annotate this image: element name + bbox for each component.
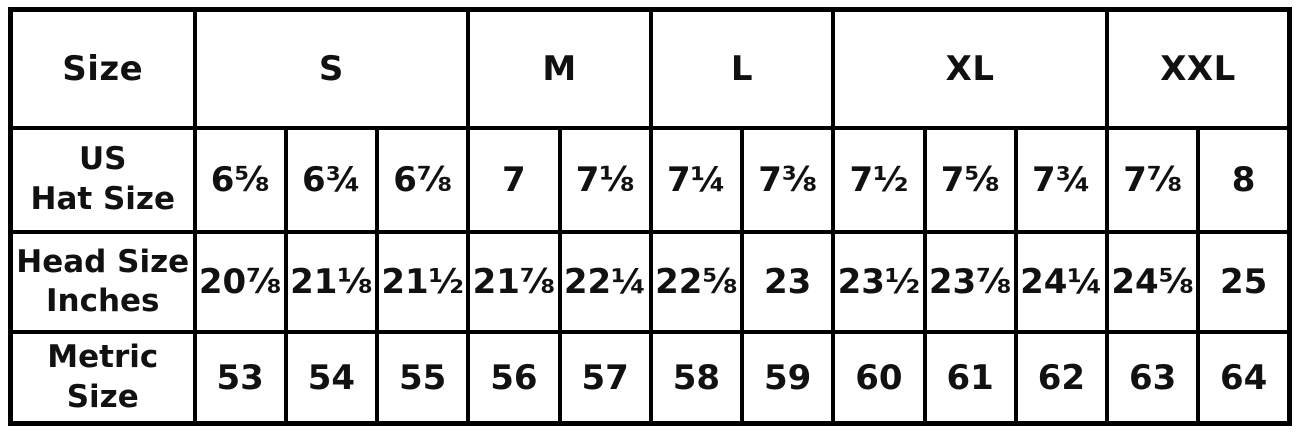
row-label-line: Metric bbox=[47, 339, 159, 376]
metric-size-cell: 64 bbox=[1196, 330, 1292, 426]
metric-size-cell: 58 bbox=[648, 330, 745, 426]
metric-size-cell: 61 bbox=[922, 330, 1018, 426]
head-size-cell: 21½ bbox=[374, 230, 471, 335]
header-cell-s: S bbox=[192, 7, 471, 130]
header-cell-l: L bbox=[648, 7, 836, 130]
us-hat-size-cell: 7⅞ bbox=[1104, 125, 1201, 235]
metric-size-cell: 53 bbox=[192, 330, 288, 426]
row-label-line: Size bbox=[66, 378, 139, 415]
us-hat-size-cell: 7⅜ bbox=[739, 125, 836, 235]
us-hat-size-cell: 6⅝ bbox=[192, 125, 288, 235]
metric-size-cell: 62 bbox=[1013, 330, 1110, 426]
us-hat-size-cell: 7¾ bbox=[1013, 125, 1110, 235]
head-size-cell: 24⅝ bbox=[1104, 230, 1201, 335]
head-size-cell: 23⅞ bbox=[922, 230, 1018, 335]
metric-size-cell: 63 bbox=[1104, 330, 1201, 426]
metric-size-cell: 59 bbox=[739, 330, 836, 426]
us-hat-size-cell: 7⅝ bbox=[922, 125, 1018, 235]
head-size-cell: 22¼ bbox=[557, 230, 653, 335]
head-size-cell: 21⅞ bbox=[466, 230, 562, 335]
head-size-cell: 21⅛ bbox=[283, 230, 380, 335]
us-hat-size-cell: 7¼ bbox=[648, 125, 745, 235]
us-hat-size-cell: 6¾ bbox=[283, 125, 380, 235]
row-label-line: Inches bbox=[45, 283, 160, 320]
us-hat-size-cell: 7 bbox=[466, 125, 562, 235]
header-row: Size S M L XL XXL bbox=[8, 7, 1292, 130]
metric-size-cell: 60 bbox=[831, 330, 927, 426]
us-hat-size-cell: 8 bbox=[1196, 125, 1292, 235]
us-hat-size-cell: 7⅛ bbox=[557, 125, 653, 235]
metric-size-cell: 54 bbox=[283, 330, 380, 426]
metric-size-row: Metric Size 53 54 55 56 57 58 59 60 61 6… bbox=[8, 330, 1292, 426]
head-size-cell: 24¼ bbox=[1013, 230, 1110, 335]
row-label-line: US bbox=[79, 141, 127, 178]
head-size-cell: 22⅝ bbox=[648, 230, 745, 335]
us-hat-size-cell: 6⅞ bbox=[374, 125, 471, 235]
metric-size-cell: 55 bbox=[374, 330, 471, 426]
row-label-metric-size: Metric Size bbox=[8, 330, 197, 426]
row-label-head-size-inches: Head Size Inches bbox=[8, 230, 197, 335]
header-cell-xxl: XXL bbox=[1105, 7, 1292, 130]
us-hat-size-row: US Hat Size 6⅝ 6¾ 6⅞ 7 7⅛ 7¼ 7⅜ 7½ 7⅝ 7¾… bbox=[8, 125, 1292, 235]
metric-size-cell: 57 bbox=[557, 330, 653, 426]
head-size-cell: 20⅞ bbox=[192, 230, 288, 335]
metric-size-cell: 56 bbox=[466, 330, 562, 426]
row-label-line: Head Size bbox=[16, 243, 190, 280]
us-hat-size-cell: 7½ bbox=[831, 125, 927, 235]
header-cell-m: M bbox=[466, 7, 653, 130]
head-size-cell: 25 bbox=[1196, 230, 1292, 335]
head-size-cell: 23 bbox=[739, 230, 836, 335]
row-label-line: Hat Size bbox=[30, 181, 176, 218]
hat-size-chart-table: Size S M L XL XXL US Hat Size 6⅝ 6¾ 6⅞ 7… bbox=[8, 7, 1292, 426]
head-size-cell: 23½ bbox=[831, 230, 927, 335]
header-cell-size: Size bbox=[8, 7, 197, 130]
header-cell-xl: XL bbox=[831, 7, 1109, 130]
row-label-us-hat-size: US Hat Size bbox=[8, 125, 197, 235]
head-size-inches-row: Head Size Inches 20⅞ 21⅛ 21½ 21⅞ 22¼ 22⅝… bbox=[8, 230, 1292, 335]
